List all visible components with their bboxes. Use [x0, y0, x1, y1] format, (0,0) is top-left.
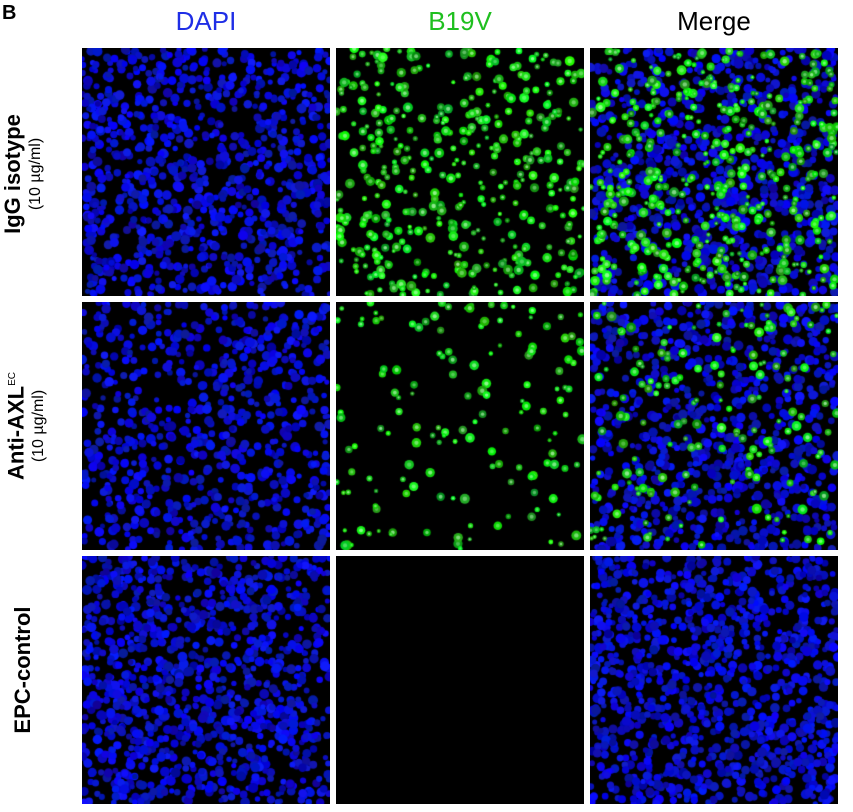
image-igg-b19v	[336, 48, 584, 296]
image-igg-dapi	[82, 48, 330, 296]
micrograph-axl-dapi	[82, 302, 330, 550]
row-label-igg-sub: (10 µg/ml)	[27, 137, 44, 211]
image-igg-merge	[590, 48, 838, 296]
column-header-b19v: B19V	[428, 6, 492, 36]
image-axl-b19v	[336, 302, 584, 550]
column-header-merge: Merge	[677, 6, 751, 36]
row-label-epc-control: EPC-control	[10, 550, 50, 790]
row-label-igg-isotype: IgG isotype (10 µg/ml)	[0, 54, 60, 294]
image-epc-merge	[590, 556, 838, 804]
row-label-anti-axl-text: Anti-AXL	[3, 385, 29, 480]
micrograph-igg-b19v	[336, 48, 584, 296]
image-axl-merge	[590, 302, 838, 550]
panel-letter: B	[2, 2, 17, 24]
micrograph-axl-merge	[590, 302, 838, 550]
micrograph-igg-dapi	[82, 48, 330, 296]
micrograph-epc-dapi	[82, 556, 330, 804]
row-label-igg-main: IgG isotype	[0, 114, 25, 234]
micrograph-epc-merge	[590, 556, 838, 804]
column-header-dapi: DAPI	[175, 6, 237, 36]
row-label-epc-main: EPC-control	[10, 606, 35, 734]
image-axl-dapi	[82, 302, 330, 550]
row-label-anti-axl: Anti-AXLEC (10 µg/ml)	[0, 306, 60, 546]
row-label-anti-axl-main: Anti-AXLEC	[0, 306, 29, 546]
micrograph-epc-b19v	[336, 556, 584, 804]
image-epc-b19v	[336, 556, 584, 804]
image-epc-dapi	[82, 556, 330, 804]
micrograph-axl-b19v	[336, 302, 584, 550]
row-label-anti-axl-superscript: EC	[7, 372, 18, 386]
row-label-anti-axl-sub: (10 µg/ml)	[30, 389, 48, 463]
micrograph-igg-merge	[590, 48, 838, 296]
